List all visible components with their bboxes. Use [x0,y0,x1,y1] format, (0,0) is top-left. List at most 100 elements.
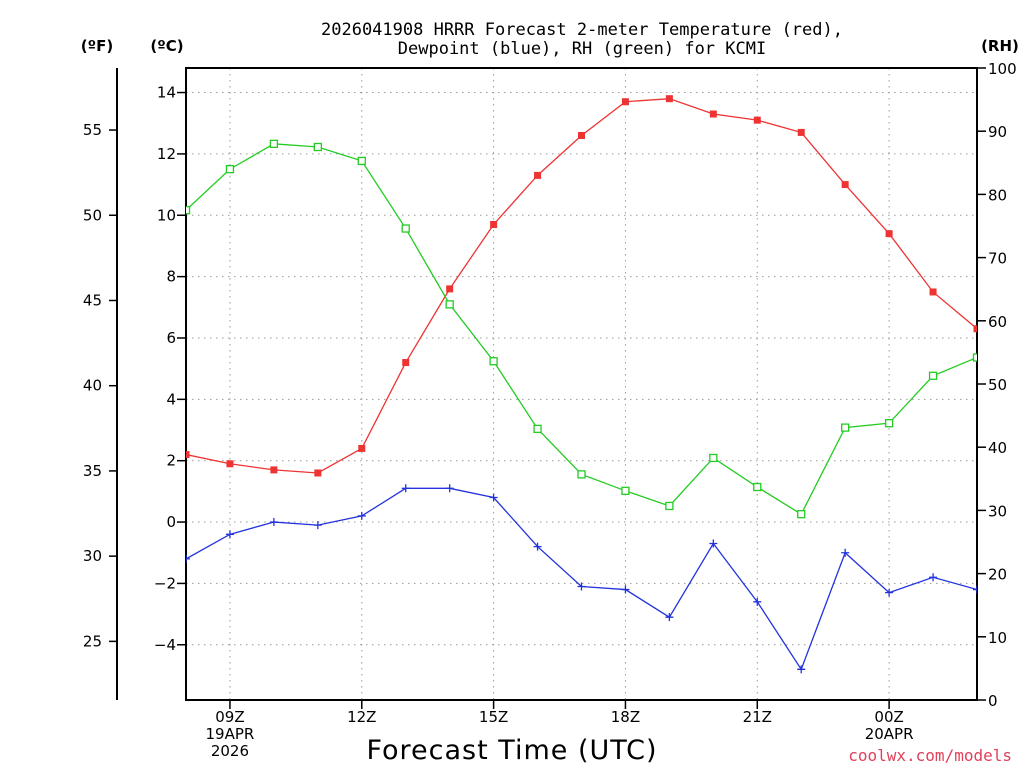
celsius-tick-label: 8 [166,268,176,286]
temperature-point [446,285,454,293]
series-2-meter-temperature [186,95,977,477]
dewpoint-point [313,521,322,530]
dewpoint-point [533,542,542,551]
rh-tick-label: 10 [988,629,1007,647]
x-tick-label: 00Z [874,708,903,726]
x-tick-label: 21Z [743,708,772,726]
rh-point [445,300,454,309]
celsius-tick-label: 0 [166,513,176,531]
celsius-tick-label: 6 [166,329,176,347]
celsius-tick-label: 12 [157,145,176,163]
rh-point [621,486,630,495]
data-series [186,95,977,674]
dewpoint-point [577,582,586,591]
temperature-point [226,460,234,468]
temperature-point [753,116,761,124]
rh-tick-label: 70 [988,250,1007,268]
rh-tick-label: 90 [988,123,1007,141]
dewpoint-point [753,597,762,606]
axes [109,67,986,709]
chart-title-line1: 2026041908 HRRR Forecast 2-meter Tempera… [321,20,843,40]
fahrenheit-tick-label: 45 [83,291,102,309]
source-credit: coolwx.com/models [848,746,1012,765]
rh-tick-label: 30 [988,502,1007,520]
fahrenheit-tick-label: 55 [83,121,102,139]
series-line [186,98,977,474]
temperature-point [402,359,410,367]
rh-point [753,482,762,492]
temperature-point [797,128,805,136]
dewpoint-point [225,530,234,539]
x-tick-label: 20APR [865,725,914,743]
temperature-point [973,325,977,333]
fahrenheit-tick-label: 35 [83,462,102,480]
rh-point [225,164,235,174]
series-dewpoint [186,484,977,674]
celsius-tick-label: −4 [154,636,176,654]
fahrenheit-tick-label: 40 [83,377,102,395]
tick-labels: −4 −2 0 2 4 6 8 10 12 14 25 30 35 40 45 50 55 0 10 20 30 40 50… [83,60,1017,760]
celsius-tick-label: −2 [154,574,176,592]
dewpoint-point [709,539,718,548]
temperature-point [929,288,937,296]
x-tick-label: 12Z [347,708,376,726]
temperature-point [621,98,629,106]
celsius-tick-label: 14 [157,84,176,102]
temperature-point [709,110,717,118]
fahrenheit-tick-label: 30 [83,547,102,565]
dewpoint-point [357,511,366,520]
x-tick-label: 09Z [215,708,244,726]
temperature-point [270,466,278,474]
fahrenheit-unit-label: (ºF) [81,37,113,55]
rh-unit-label: (RH) [981,37,1019,55]
celsius-tick-label: 10 [157,206,176,224]
series-line [186,487,977,671]
dewpoint-point [445,484,454,493]
rh-point [928,371,938,380]
dewpoint-point [401,484,410,493]
chart-title-line2: Dewpoint (blue), RH (green) for KCMI [398,39,766,59]
dewpoint-point [797,665,806,674]
rh-point [313,142,322,152]
dewpoint-point [186,554,190,563]
temperature-point [885,230,893,238]
dewpoint-point [269,518,278,527]
rh-point [665,501,674,511]
rh-tick-label: 0 [988,692,998,710]
x-tick-label: 15Z [479,708,508,726]
rh-tick-label: 80 [988,186,1007,204]
rh-point [186,206,191,215]
temperature-point [841,181,849,189]
celsius-tick-label: 2 [166,452,176,470]
dewpoint-point [929,573,938,582]
rh-point [357,156,366,166]
rh-point [489,357,498,366]
rh-point [972,353,977,362]
series-rh [186,139,977,519]
x-axis-label: Forecast Time (UTC) [366,735,657,766]
dewpoint-point [973,585,977,594]
grid-lines [186,68,977,700]
x-tick-label: 18Z [611,708,640,726]
celsius-tick-label: 4 [166,390,176,408]
rh-tick-label: 40 [988,439,1007,457]
rh-point [841,423,850,432]
x-tick-label: 19APR [206,725,255,743]
rh-point [269,139,279,148]
dewpoint-point [665,613,674,622]
rh-point [709,453,718,463]
dewpoint-point [489,493,498,502]
rh-point [797,510,806,519]
temperature-point [358,444,366,452]
celsius-unit-label: (ºC) [150,37,183,55]
rh-tick-label: 60 [988,313,1007,331]
rh-point [884,419,894,428]
dewpoint-point [621,585,630,594]
x-tick-label: 2026 [211,742,249,760]
fahrenheit-tick-label: 25 [83,632,102,650]
rh-point [401,224,410,233]
rh-point [577,470,586,479]
rh-tick-label: 20 [988,566,1007,584]
temperature-point [665,95,673,103]
